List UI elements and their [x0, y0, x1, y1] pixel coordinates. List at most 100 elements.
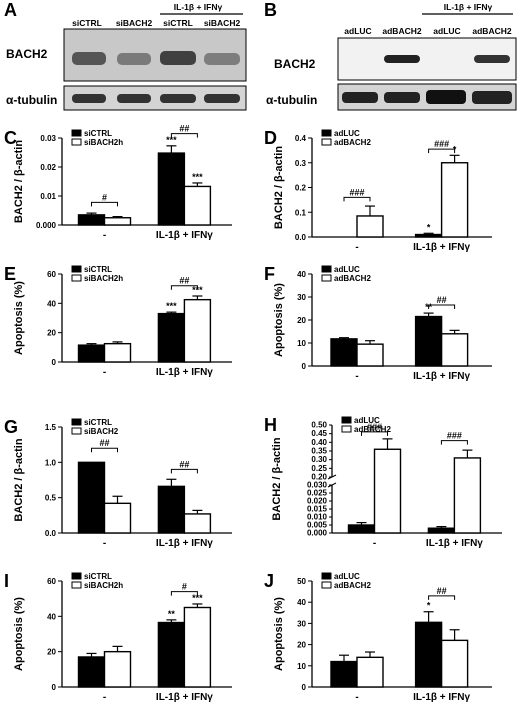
x-tick-label: -	[103, 367, 106, 378]
blot-b-row-bach2: BACH2	[274, 57, 316, 71]
bar-sibach2-control	[103, 502, 132, 534]
legend-swatch	[71, 138, 82, 146]
comparison-bracket	[91, 201, 118, 207]
panel-label-c: C	[4, 128, 17, 148]
blot-b-band	[472, 91, 512, 104]
y-tick-label: 0.0	[45, 529, 57, 538]
legend-label: siBACH2	[84, 427, 119, 436]
y-tick-label: 0.20	[311, 473, 327, 482]
bar-sibach2h-treated	[183, 606, 212, 688]
blot-a-lane-3: siCTRL	[163, 18, 193, 28]
legend-swatch	[71, 427, 82, 435]
comparison-label: ##	[437, 295, 447, 305]
y-tick-label: 0.5	[45, 494, 57, 503]
panel-label-d: D	[264, 128, 277, 148]
comparison-label: ##	[99, 438, 109, 448]
blot-a-band	[72, 52, 106, 65]
significance-star: ***	[192, 593, 203, 603]
significance-star: ***	[192, 285, 203, 295]
legend-label: adBACH2	[354, 425, 391, 434]
blot-b-lane-4: adBACH2	[472, 26, 511, 36]
y-axis-label: BACH2 / β-actin	[13, 140, 25, 223]
y-tick-label: 0.000	[36, 221, 57, 230]
comparison-bracket	[170, 468, 198, 474]
panel-label-b: B	[264, 0, 277, 20]
legend-label: adLUC	[354, 416, 380, 425]
y-tick-label: 0.3	[295, 159, 307, 168]
panel-label-h: H	[264, 415, 277, 435]
legend-swatch	[321, 138, 332, 146]
y-tick-label: 50	[297, 577, 306, 586]
significance-star: ***	[192, 172, 203, 182]
bar-sibach2-treated	[183, 513, 212, 534]
comparison-bracket	[440, 440, 468, 445]
blot-a-lane-1: siCTRL	[72, 18, 102, 28]
y-tick-label: 0.40	[311, 438, 327, 447]
comparison-label: #	[102, 192, 107, 202]
x-tick-label: IL-1β + IFNγ	[413, 371, 470, 382]
blot-b-band	[426, 90, 466, 104]
legend-label: siCTRL	[84, 418, 112, 427]
y-tick-label: 0.30	[311, 455, 327, 464]
bar-sictrl-control	[77, 656, 106, 688]
x-tick-label: -	[355, 371, 358, 382]
x-tick-label: IL-1β + IFNγ	[156, 367, 213, 378]
significance-star: **	[168, 609, 176, 619]
legend-label: adBACH2	[334, 138, 371, 147]
blot-a-band	[117, 94, 151, 103]
x-tick-label: IL-1β + IFNγ	[156, 538, 213, 549]
blot-panel-a: A IL-1β + IFNγ siCTRL siBACH2 siCTRL siB…	[0, 0, 250, 112]
bar-adbach2-treated	[440, 162, 469, 238]
y-axis-label: Apoptosis (%)	[13, 597, 25, 671]
legend-swatch	[321, 265, 332, 273]
bar-adluc-treated	[414, 621, 443, 688]
blot-a-band	[72, 94, 106, 103]
legend-label: siCTRL	[84, 265, 112, 274]
bar-sibach2h-treated	[183, 298, 212, 363]
blot-b-band	[342, 92, 378, 103]
legend-label: adLUC	[334, 265, 360, 274]
y-tick-label: 0.35	[311, 447, 327, 456]
legend-swatch	[71, 274, 82, 282]
bar-sictrl-control	[77, 344, 106, 363]
bar-adluc-treated	[427, 527, 456, 534]
bar-adbach2-treated	[440, 639, 469, 688]
y-tick-label: 0.03	[40, 134, 56, 143]
legend-swatch	[321, 581, 332, 589]
y-tick-label: 10	[297, 662, 306, 671]
blot-a-group-header: IL-1β + IFNγ	[174, 2, 223, 12]
comparison-bracket	[428, 148, 456, 154]
comparison-bracket	[428, 304, 456, 310]
blot-b-group-header: IL-1β + IFNγ	[444, 2, 493, 12]
x-tick-label: -	[103, 230, 106, 241]
comparison-label: ###	[367, 422, 382, 432]
comparison-bracket	[91, 447, 118, 453]
y-axis-label: BACH2 / β-actin	[273, 146, 285, 229]
comparison-bracket	[361, 431, 388, 436]
y-tick-label: 0.2	[295, 184, 307, 193]
y-tick-label: 0.50	[311, 421, 327, 430]
legend-label: siBACH2h	[84, 138, 123, 147]
x-tick-label: -	[103, 692, 106, 703]
x-tick-label: -	[103, 538, 106, 549]
y-tick-label: 0.020	[307, 497, 328, 506]
legend-label: siBACH2h	[84, 581, 123, 590]
y-tick-label: 40	[297, 598, 306, 607]
y-tick-label: 0.1	[295, 208, 307, 217]
x-tick-label: IL-1β + IFNγ	[426, 538, 483, 549]
y-tick-label: 0.25	[311, 464, 327, 473]
y-tick-label: 20	[297, 316, 306, 325]
y-tick-label: 20	[47, 648, 56, 657]
x-tick-label: IL-1β + IFNγ	[156, 230, 213, 241]
comparison-label: ##	[437, 586, 447, 596]
legend-swatch	[321, 572, 332, 580]
significance-star: *	[427, 601, 431, 611]
y-tick-label: 40	[47, 612, 56, 621]
comparison-label: ###	[434, 139, 449, 149]
panel-label-i: I	[4, 571, 9, 591]
comparison-label: ###	[349, 187, 364, 197]
bar-adbach2-control	[356, 656, 384, 688]
legend-label: adLUC	[334, 572, 360, 581]
y-tick-label: 60	[47, 577, 56, 586]
